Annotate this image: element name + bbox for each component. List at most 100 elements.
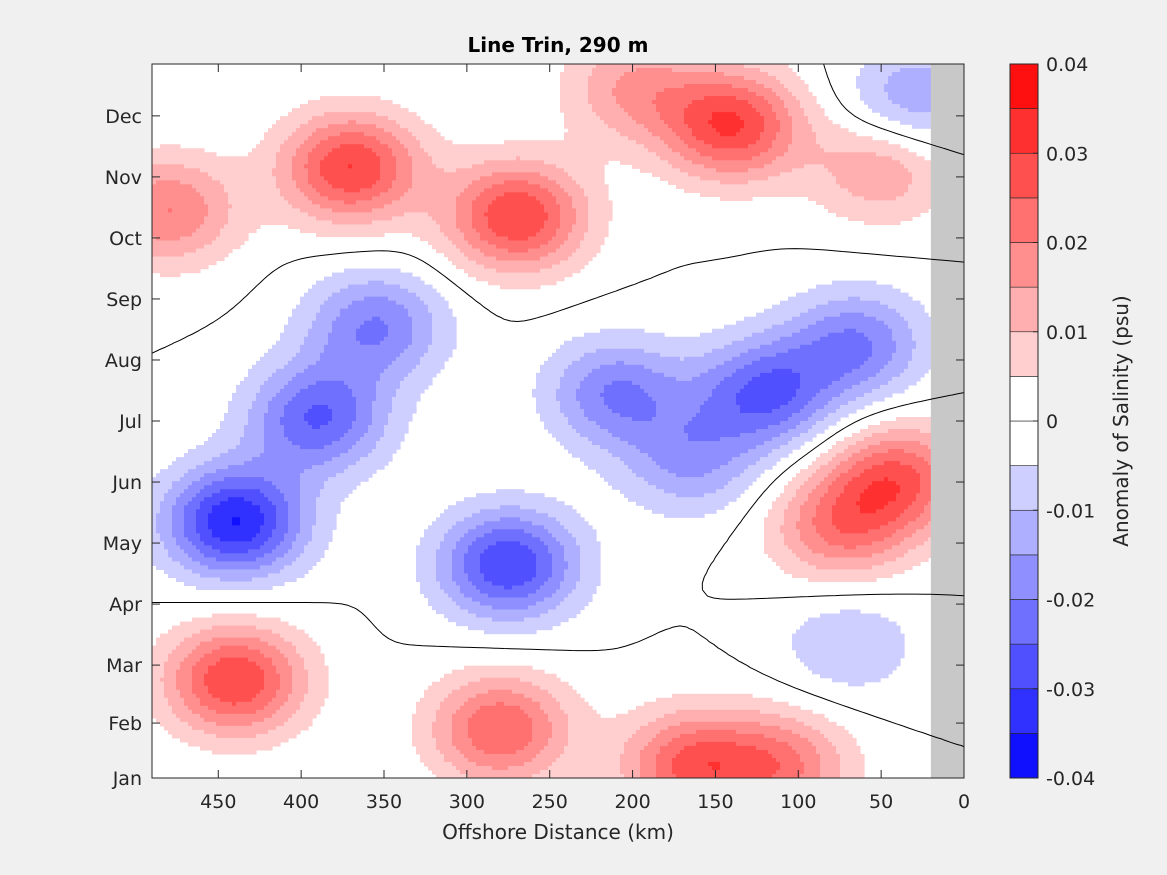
heatmap-cell <box>760 128 765 133</box>
heatmap-cell <box>320 168 325 173</box>
heatmap-cell <box>692 64 697 69</box>
heatmap-cell <box>684 128 689 133</box>
heatmap-cell <box>532 176 537 181</box>
heatmap-cell <box>756 152 761 157</box>
heatmap-cell <box>892 76 897 81</box>
heatmap-cell <box>512 140 517 145</box>
heatmap-cell <box>732 128 737 133</box>
heatmap-cell <box>836 136 841 141</box>
heatmap-cell <box>356 132 361 137</box>
heatmap-cell <box>840 180 845 185</box>
heatmap-cell <box>428 124 433 129</box>
heatmap-cell <box>892 108 897 113</box>
heatmap-cell <box>336 156 341 161</box>
heatmap-cell <box>324 124 329 129</box>
heatmap-cell <box>400 164 405 169</box>
heatmap-cell <box>756 72 761 77</box>
heatmap-cell <box>364 132 369 137</box>
heatmap-cell <box>724 72 729 77</box>
heatmap-cell <box>784 176 789 181</box>
heatmap-cell <box>652 116 657 121</box>
heatmap-cell <box>780 160 785 165</box>
heatmap-cell <box>720 180 725 185</box>
heatmap-cell <box>892 148 897 153</box>
heatmap-cell <box>672 168 677 173</box>
heatmap-cell <box>404 164 409 169</box>
heatmap-cell <box>864 156 869 161</box>
heatmap-cell <box>400 156 405 161</box>
heatmap-cell <box>388 164 393 169</box>
heatmap-cell <box>368 176 373 181</box>
heatmap-cell <box>748 180 753 185</box>
heatmap-cell <box>432 176 437 181</box>
heatmap-cell <box>596 172 601 177</box>
heatmap-cell <box>660 140 665 145</box>
heatmap-cell <box>684 72 689 77</box>
heatmap-cell <box>512 184 517 189</box>
heatmap-cell <box>836 148 841 153</box>
heatmap-cell <box>704 68 709 73</box>
heatmap-cell <box>300 136 305 141</box>
heatmap-cell <box>740 172 745 177</box>
heatmap-cell <box>912 96 917 101</box>
heatmap-cell <box>384 108 389 113</box>
heatmap-cell <box>660 100 665 105</box>
heatmap-cell <box>360 112 365 117</box>
heatmap-cell <box>380 112 385 117</box>
heatmap-cell <box>296 176 301 181</box>
heatmap-cell <box>596 148 601 153</box>
heatmap-cell <box>632 156 637 161</box>
heatmap-cell <box>756 88 761 93</box>
heatmap-cell <box>736 100 741 105</box>
heatmap-cell <box>496 176 501 181</box>
heatmap-cell <box>872 76 877 81</box>
heatmap-cell <box>908 64 913 69</box>
heatmap-cell <box>812 140 817 145</box>
heatmap-cell <box>776 68 781 73</box>
heatmap-cell <box>292 168 297 173</box>
heatmap-cell <box>412 112 417 117</box>
heatmap-cell <box>408 160 413 165</box>
heatmap-cell <box>168 160 173 165</box>
heatmap-cell <box>896 148 901 153</box>
heatmap-cell <box>712 108 717 113</box>
heatmap-cell <box>620 88 625 93</box>
heatmap-cell <box>900 152 905 157</box>
heatmap-cell <box>488 184 493 189</box>
heatmap-cell <box>864 84 869 89</box>
heatmap-cell <box>800 132 805 137</box>
heatmap-cell <box>328 156 333 161</box>
heatmap-cell <box>700 76 705 81</box>
heatmap-cell <box>372 184 377 189</box>
heatmap-cell <box>772 108 777 113</box>
heatmap-cell <box>268 132 273 137</box>
heatmap-cell <box>712 132 717 137</box>
heatmap-cell <box>312 104 317 109</box>
heatmap-cell <box>284 184 289 189</box>
heatmap-cell <box>272 152 277 157</box>
heatmap-cell <box>620 84 625 89</box>
heatmap-cell <box>892 96 897 101</box>
heatmap-cell <box>264 132 269 137</box>
heatmap-cell <box>728 180 733 185</box>
heatmap-cell <box>868 180 873 185</box>
heatmap-cell <box>412 136 417 141</box>
heatmap-cell <box>792 108 797 113</box>
heatmap-cell <box>656 80 661 85</box>
heatmap-cell <box>708 68 713 73</box>
heatmap-cell <box>752 128 757 133</box>
heatmap-cell <box>252 180 257 185</box>
heatmap-cell <box>364 176 369 181</box>
heatmap-cell <box>336 104 341 109</box>
heatmap-cell <box>412 120 417 125</box>
heatmap-cell <box>184 164 189 169</box>
heatmap-cell <box>784 104 789 109</box>
heatmap-cell <box>824 180 829 185</box>
heatmap-cell <box>664 116 669 121</box>
heatmap-cell <box>256 180 261 185</box>
heatmap-cell <box>768 156 773 161</box>
heatmap-cell <box>420 132 425 137</box>
heatmap-cell <box>268 160 273 165</box>
heatmap-cell <box>644 80 649 85</box>
heatmap-cell <box>896 84 901 89</box>
